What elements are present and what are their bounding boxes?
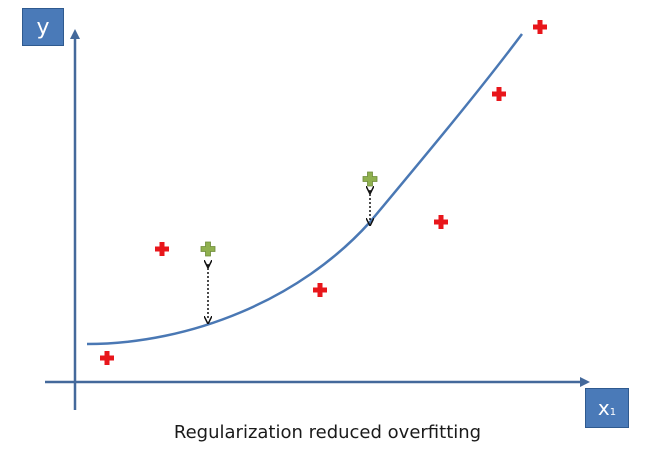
plus-icon (492, 87, 506, 101)
plus-icon (434, 215, 448, 229)
training-point (533, 20, 547, 34)
x-axis-label-text: x (597, 396, 610, 420)
diagram-caption: Regularization reduced overfitting (173, 422, 482, 443)
plus-icon (155, 242, 169, 256)
x-axis-label-subscript: 1 (609, 406, 617, 418)
training-point (492, 87, 506, 101)
y-axis-label: y (22, 8, 64, 46)
plus-icon (533, 20, 547, 34)
test-point (362, 171, 378, 187)
plus-icon (100, 351, 114, 365)
test-point (200, 241, 216, 257)
plus-icon (362, 171, 378, 187)
training-point (313, 283, 327, 297)
training-point (155, 242, 169, 256)
y-axis-label-text: y (36, 14, 50, 40)
plus-icon (200, 241, 216, 257)
plus-icon (313, 283, 327, 297)
training-point (434, 215, 448, 229)
training-point (100, 351, 114, 365)
regularized-fit-curve (86, 33, 523, 346)
